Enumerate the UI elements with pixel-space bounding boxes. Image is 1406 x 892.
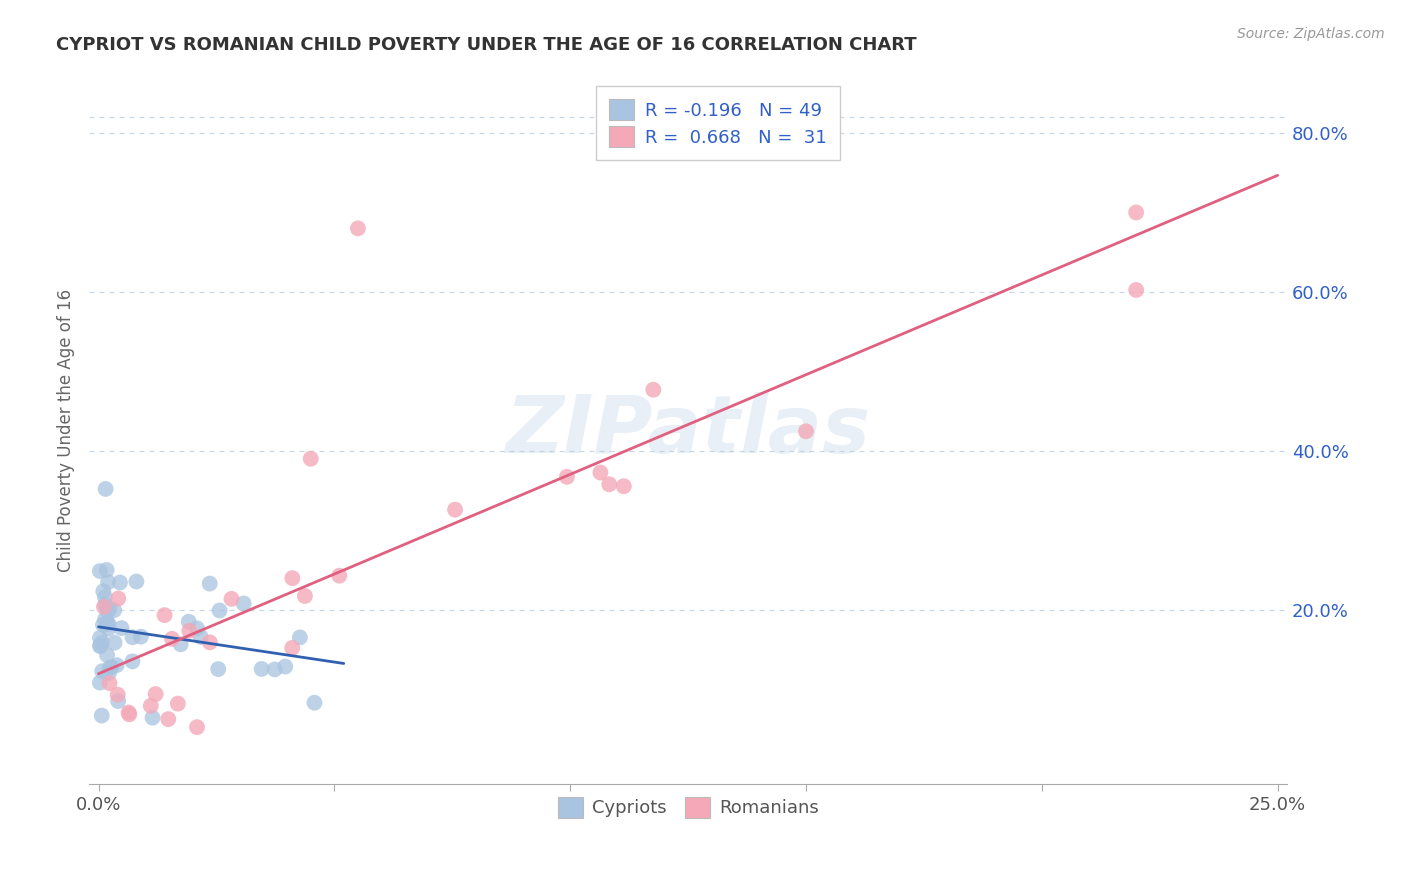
Point bbox=[186, 720, 208, 734]
Point bbox=[198, 576, 221, 591]
Point bbox=[613, 479, 636, 493]
Point bbox=[104, 635, 127, 649]
Point bbox=[96, 648, 118, 662]
Point bbox=[208, 603, 231, 617]
Point bbox=[288, 631, 311, 645]
Point bbox=[96, 563, 118, 577]
Point bbox=[98, 676, 121, 690]
Point bbox=[145, 687, 167, 701]
Legend: Cypriots, Romanians: Cypriots, Romanians bbox=[550, 789, 825, 825]
Point bbox=[589, 466, 612, 480]
Point bbox=[294, 589, 316, 603]
Point bbox=[263, 662, 285, 676]
Point bbox=[105, 658, 128, 673]
Point bbox=[96, 604, 118, 618]
Point bbox=[157, 712, 180, 726]
Point bbox=[89, 675, 111, 690]
Point bbox=[166, 697, 188, 711]
Point bbox=[232, 597, 254, 611]
Point bbox=[643, 383, 665, 397]
Point bbox=[94, 612, 117, 626]
Point bbox=[90, 635, 112, 649]
Point bbox=[107, 694, 129, 708]
Point bbox=[89, 639, 111, 653]
Point bbox=[110, 621, 132, 635]
Point bbox=[299, 451, 322, 466]
Point bbox=[274, 659, 297, 673]
Point bbox=[304, 696, 326, 710]
Point bbox=[89, 639, 111, 653]
Point bbox=[347, 221, 370, 235]
Point bbox=[93, 599, 115, 614]
Point bbox=[117, 706, 139, 720]
Point bbox=[98, 602, 121, 616]
Point bbox=[190, 630, 212, 644]
Point bbox=[598, 477, 620, 491]
Point bbox=[153, 608, 176, 623]
Point bbox=[94, 482, 117, 496]
Y-axis label: Child Poverty Under the Age of 16: Child Poverty Under the Age of 16 bbox=[58, 289, 75, 573]
Point bbox=[129, 630, 152, 644]
Text: ZIPatlas: ZIPatlas bbox=[506, 392, 870, 470]
Text: CYPRIOT VS ROMANIAN CHILD POVERTY UNDER THE AGE OF 16 CORRELATION CHART: CYPRIOT VS ROMANIAN CHILD POVERTY UNDER … bbox=[56, 36, 917, 54]
Point bbox=[179, 624, 201, 638]
Point bbox=[555, 470, 578, 484]
Point bbox=[97, 615, 120, 630]
Point bbox=[207, 662, 229, 676]
Text: Source: ZipAtlas.com: Source: ZipAtlas.com bbox=[1237, 27, 1385, 41]
Point bbox=[221, 591, 243, 606]
Point bbox=[281, 640, 304, 655]
Point bbox=[186, 621, 208, 635]
Point bbox=[107, 688, 129, 702]
Point bbox=[160, 632, 183, 646]
Point bbox=[121, 654, 143, 668]
Point bbox=[125, 574, 148, 589]
Point bbox=[328, 568, 350, 582]
Point bbox=[444, 502, 467, 516]
Point bbox=[98, 661, 121, 675]
Point bbox=[89, 631, 111, 645]
Point bbox=[100, 660, 122, 674]
Point bbox=[118, 707, 141, 722]
Point bbox=[97, 617, 120, 632]
Point bbox=[794, 425, 817, 439]
Point bbox=[98, 665, 121, 680]
Point bbox=[108, 575, 131, 590]
Point bbox=[94, 591, 117, 605]
Point bbox=[177, 615, 200, 629]
Point bbox=[91, 617, 114, 632]
Point bbox=[90, 708, 112, 723]
Point bbox=[139, 698, 162, 713]
Point bbox=[141, 711, 163, 725]
Point bbox=[198, 635, 221, 649]
Point bbox=[1125, 283, 1147, 297]
Point bbox=[89, 564, 111, 578]
Point bbox=[97, 575, 120, 590]
Point bbox=[281, 571, 304, 585]
Point bbox=[97, 622, 120, 636]
Point bbox=[103, 603, 125, 617]
Point bbox=[250, 662, 273, 676]
Point bbox=[121, 630, 143, 644]
Point bbox=[91, 584, 114, 599]
Point bbox=[170, 637, 193, 651]
Point bbox=[91, 665, 114, 679]
Point bbox=[107, 591, 129, 606]
Point bbox=[1125, 205, 1147, 219]
Point bbox=[94, 598, 117, 612]
